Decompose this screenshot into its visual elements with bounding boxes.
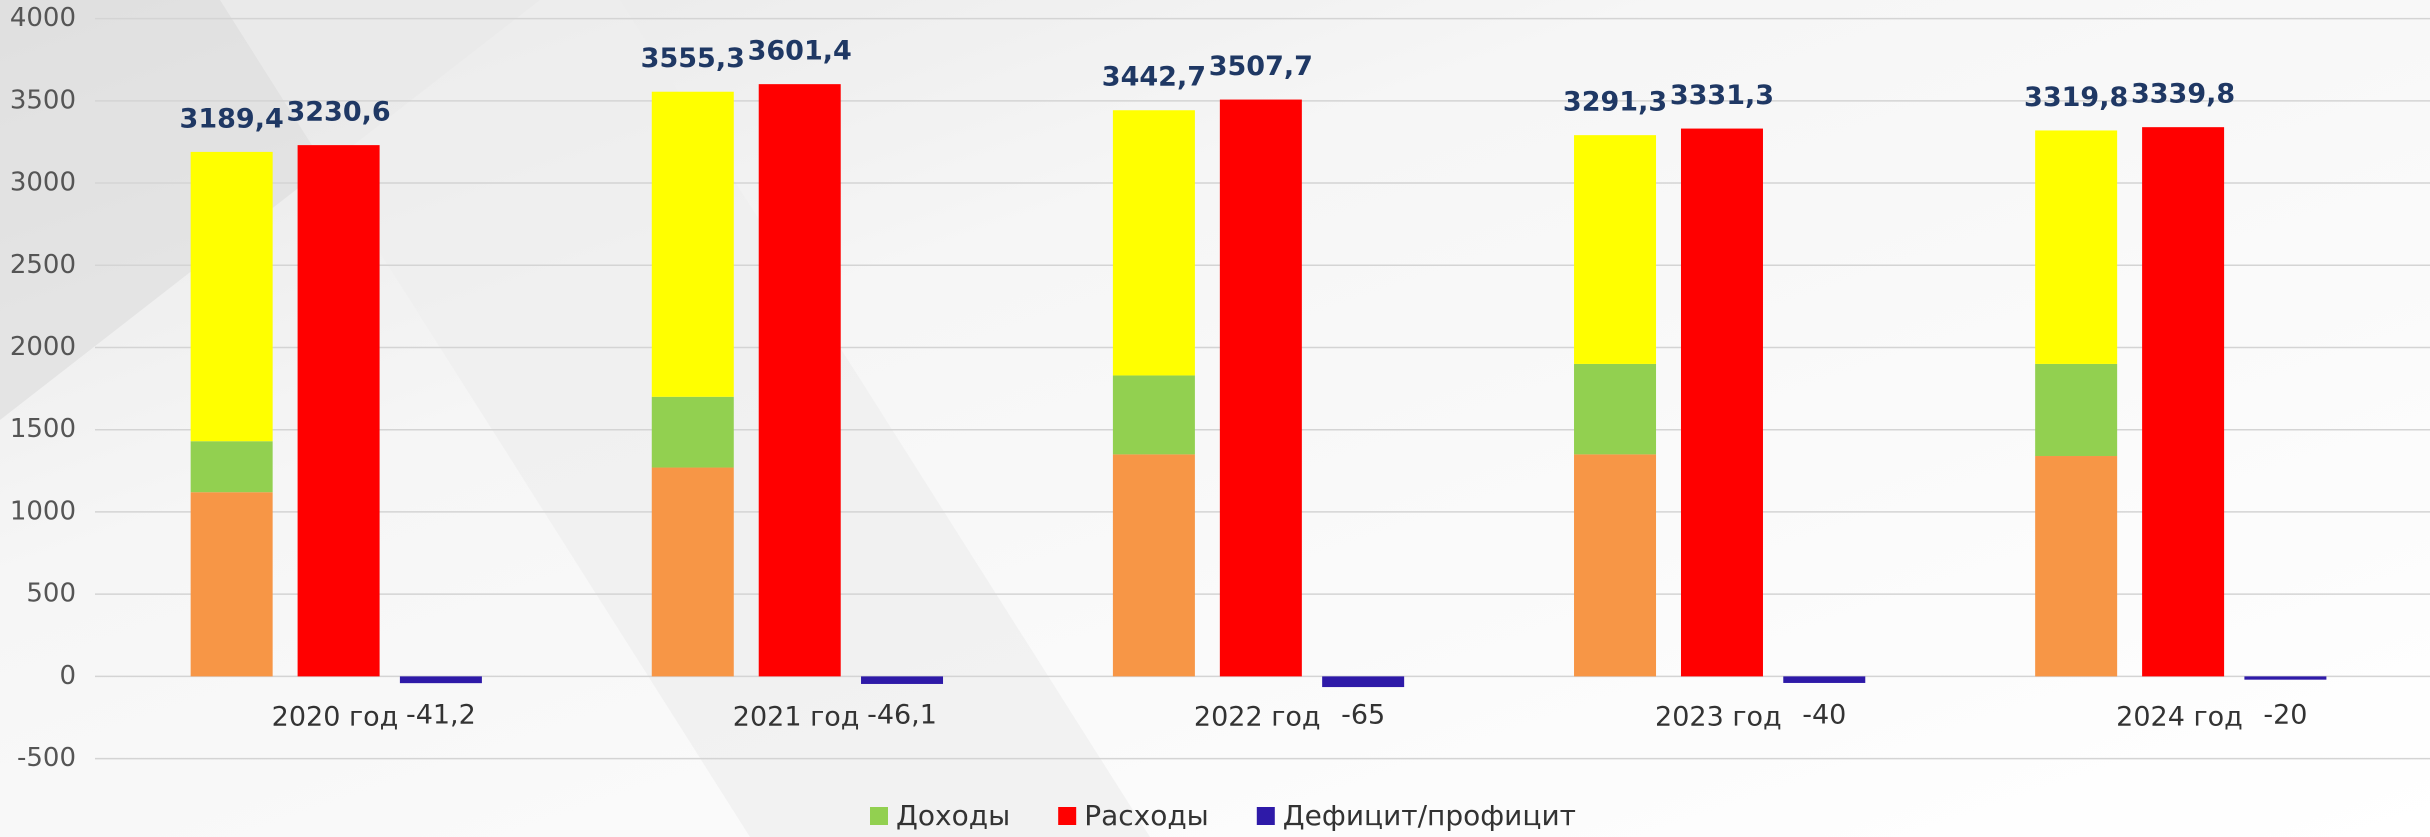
bar-segment (1112, 454, 1195, 677)
y-tick-label: 3500 (10, 85, 76, 115)
value-label: -20 (2263, 700, 2307, 731)
y-tick-label: 500 (26, 579, 76, 609)
bar-segment (651, 467, 734, 677)
x-tick-label: 2024 год (2116, 702, 2243, 733)
value-label: 3442,7 (1102, 62, 1206, 93)
y-tick-label: 0 (59, 661, 76, 691)
value-label: 3339,8 (2131, 79, 2235, 110)
bar-segment (1574, 454, 1657, 677)
bar-segment (1574, 135, 1657, 364)
value-label: 3230,6 (286, 97, 390, 128)
y-tick-label: 1000 (10, 496, 76, 526)
legend-label: Расходы (1084, 799, 1209, 832)
bar (1322, 676, 1405, 688)
value-label: 3507,7 (1209, 51, 1313, 82)
value-label: 3291,3 (1563, 87, 1667, 118)
x-tick-label: 2022 год (1194, 702, 1321, 733)
bar (2244, 676, 2327, 680)
bar (297, 145, 380, 677)
bar (399, 676, 482, 684)
bar-segment (1574, 363, 1657, 455)
bar-segment (1112, 375, 1195, 455)
bar (758, 84, 841, 677)
x-tick-label: 2023 год (1655, 702, 1782, 733)
y-tick-label: 4000 (10, 3, 76, 33)
x-tick-label: 2021 год (733, 702, 860, 733)
y-tick-label: 2000 (10, 332, 76, 362)
legend-label: Доходы (896, 799, 1010, 832)
bar-segment (2035, 130, 2118, 364)
bar (2142, 127, 2225, 677)
y-tick-label: -500 (17, 743, 76, 773)
bar-segment (2035, 363, 2118, 457)
value-label: 3601,4 (748, 36, 852, 67)
value-label: 3319,8 (2024, 82, 2128, 113)
y-tick-label: 1500 (10, 414, 76, 444)
value-label: -46,1 (867, 700, 937, 731)
y-tick-label: 3000 (10, 168, 76, 198)
bar (861, 676, 944, 684)
legend-label: Дефицит/профицит (1283, 799, 1576, 832)
value-label: -65 (1341, 700, 1385, 731)
value-label: -40 (1802, 700, 1846, 731)
value-label: -41,2 (406, 700, 476, 731)
legend-swatch (1256, 807, 1275, 825)
bar-segment (190, 492, 273, 677)
legend-swatch (870, 807, 888, 825)
bar-segment (651, 396, 734, 468)
bar (1783, 676, 1866, 683)
bar (1219, 99, 1302, 677)
bar-segment (190, 441, 273, 493)
x-tick-label: 2020 год (272, 702, 399, 733)
bar (1680, 128, 1763, 677)
value-label: 3189,4 (180, 103, 284, 134)
value-label: 3555,3 (641, 43, 745, 74)
bar-segment (651, 91, 734, 397)
y-tick-label: 2500 (10, 250, 76, 280)
value-label: 3331,3 (1670, 80, 1774, 111)
bar-segment (190, 151, 273, 442)
bar-segment (1112, 110, 1195, 376)
legend-swatch (1058, 807, 1077, 825)
bar-segment (2035, 456, 2118, 677)
